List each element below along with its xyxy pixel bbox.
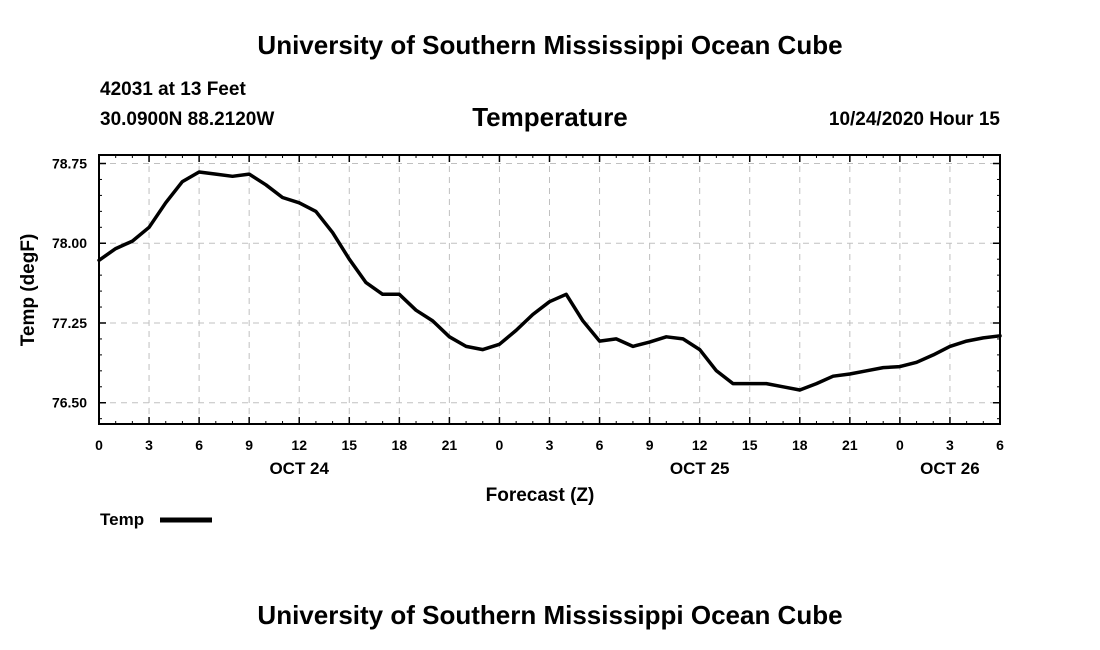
run-time-label: 10/24/2020 Hour 15 xyxy=(829,109,1001,130)
x-tick-label: 12 xyxy=(692,437,708,453)
x-tick-label: 6 xyxy=(996,437,1004,453)
x-tick-label: 21 xyxy=(842,437,858,453)
x-tick-label: 21 xyxy=(442,437,458,453)
x-tick-label: 9 xyxy=(646,437,654,453)
y-tick-label: 76.50 xyxy=(52,395,87,411)
x-tick-label: 0 xyxy=(496,437,504,453)
y-tick-label: 78.75 xyxy=(52,156,87,172)
y-axis-label: Temp (degF) xyxy=(18,234,39,347)
grid-lines xyxy=(99,155,1000,424)
legend-label: Temp xyxy=(100,510,144,529)
date-label: OCT 25 xyxy=(670,459,730,478)
footer-title: University of Southern Mississippi Ocean… xyxy=(257,600,843,630)
chart-title: University of Southern Mississippi Ocean… xyxy=(257,30,843,60)
y-tick-label: 78.00 xyxy=(52,235,87,251)
series-layer xyxy=(97,170,1002,392)
x-tick-label: 12 xyxy=(291,437,307,453)
x-tick-label: 15 xyxy=(742,437,758,453)
x-tick-label: 0 xyxy=(95,437,103,453)
x-tick-label: 0 xyxy=(896,437,904,453)
x-tick-label: 3 xyxy=(145,437,153,453)
station-label: 42031 at 13 Feet xyxy=(100,79,246,100)
date-label: OCT 24 xyxy=(269,459,329,478)
temp-series-line xyxy=(97,170,1002,392)
date-label: OCT 26 xyxy=(920,459,980,478)
x-axis-label: Forecast (Z) xyxy=(486,485,595,506)
x-tick-label: 18 xyxy=(792,437,808,453)
x-tick-label: 9 xyxy=(245,437,253,453)
x-tick-label: 6 xyxy=(596,437,604,453)
x-tick-label: 18 xyxy=(392,437,408,453)
variable-title: Temperature xyxy=(472,102,628,132)
y-tick-label: 77.25 xyxy=(52,315,87,331)
x-tick-label: 3 xyxy=(546,437,554,453)
x-tick-label: 6 xyxy=(195,437,203,453)
plot-frame xyxy=(98,154,1001,425)
x-tick-label: 3 xyxy=(946,437,954,453)
legend: Temp xyxy=(100,510,212,529)
tick-labels: 0 3 6 9 12 15 18 21 0 3 6 9 12 15 18 21 0 3 6 76.50 77.25 78.… xyxy=(52,156,1004,478)
location-label: 30.0900N 88.2120W xyxy=(100,109,274,130)
x-tick-label: 15 xyxy=(341,437,357,453)
